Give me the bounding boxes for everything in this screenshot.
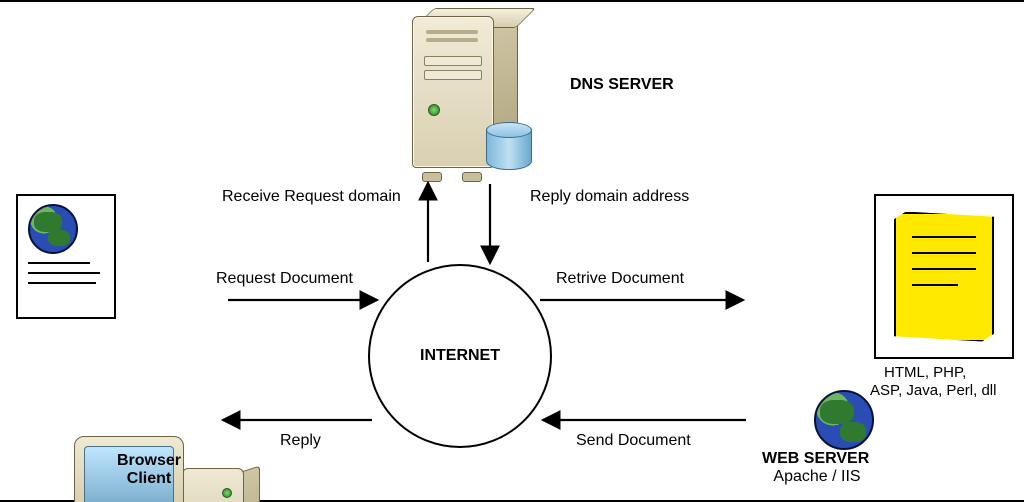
web-server-label-1: WEB SERVER	[762, 450, 869, 468]
edge-label-reply: Reply	[280, 432, 321, 450]
edge-label-reply-domain-address: Reply domain address	[530, 188, 689, 206]
edge-label-send-document: Send Document	[576, 432, 691, 450]
internet-label: INTERNET	[420, 347, 500, 365]
diagram-stage: INTERNET DNS SERVER Browser Client	[0, 0, 1024, 502]
internet-node: INTERNET	[368, 264, 552, 448]
web-server-label-2: Apache / IIS	[762, 468, 872, 486]
edge-label-request-document: Request Document	[216, 270, 353, 288]
doc-caption-1: HTML, PHP,	[884, 364, 966, 381]
dns-db-icon	[486, 122, 530, 176]
edge-label-receive-request-domain: Receive Request domain	[222, 188, 401, 206]
client-document-icon	[16, 194, 116, 319]
server-document-icon	[874, 194, 1014, 359]
client-label-1: Browser	[104, 452, 194, 470]
web-globe-icon	[814, 390, 874, 450]
client-label-2: Client	[104, 470, 194, 488]
dns-server-label: DNS SERVER	[570, 76, 674, 94]
globe-icon	[28, 204, 78, 254]
edge-label-retrieve-document: Retrive Document	[556, 270, 684, 288]
doc-caption-2: ASP, Java, Perl, dll	[870, 382, 996, 399]
